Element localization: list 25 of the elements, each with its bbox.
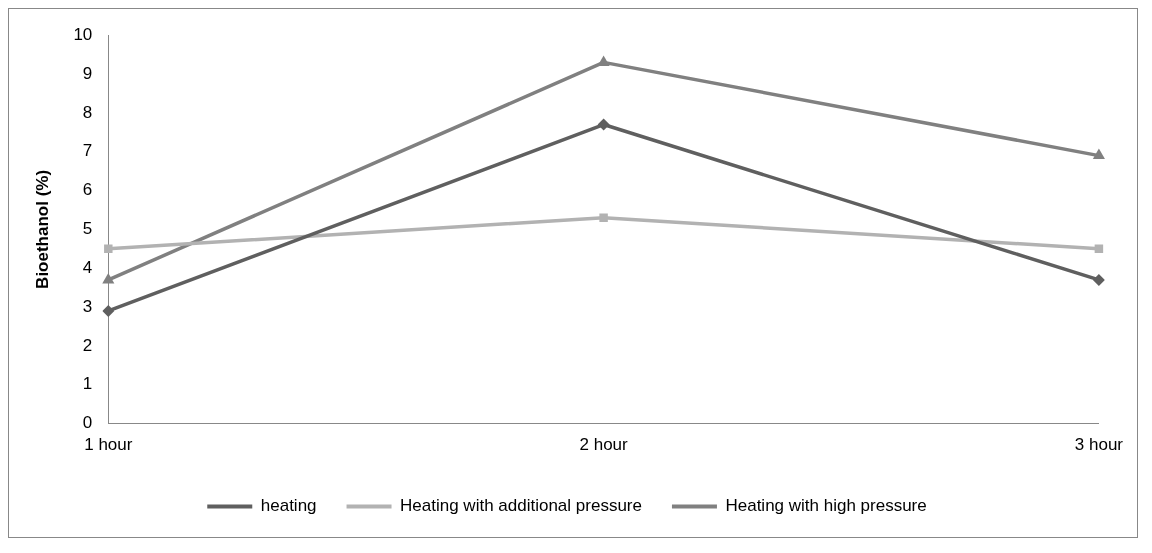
y-tick-label: 0 xyxy=(82,413,93,433)
point xyxy=(597,118,610,131)
y-tick-label: 3 xyxy=(82,296,93,316)
point xyxy=(1092,273,1105,286)
point xyxy=(102,304,115,317)
y-tick-label: 1 xyxy=(82,374,93,394)
y-tick-label: 6 xyxy=(82,180,93,200)
x-tick-label: 3 hour xyxy=(1074,435,1124,455)
y-tick-label: 7 xyxy=(82,141,93,161)
legend-label: Heating with high pressure xyxy=(725,496,927,516)
y-axis-title: Bioethanol (%) xyxy=(32,169,52,289)
legend-label: heating xyxy=(260,496,317,516)
x-tick-label: 1 hour xyxy=(84,435,133,455)
y-tick-label: 10 xyxy=(73,24,93,44)
point xyxy=(104,244,113,254)
y-tick-label: 4 xyxy=(82,257,93,277)
point xyxy=(599,213,608,222)
point xyxy=(1092,148,1105,160)
point xyxy=(102,272,115,284)
x-tick-label: 2 hour xyxy=(579,435,629,455)
y-tick-label: 9 xyxy=(82,63,93,83)
legend-label: Heating with additional pressure xyxy=(400,496,642,516)
y-tick-label: 8 xyxy=(82,102,93,122)
y-tick-label: 5 xyxy=(82,219,93,239)
y-tick-label: 2 xyxy=(82,335,93,355)
